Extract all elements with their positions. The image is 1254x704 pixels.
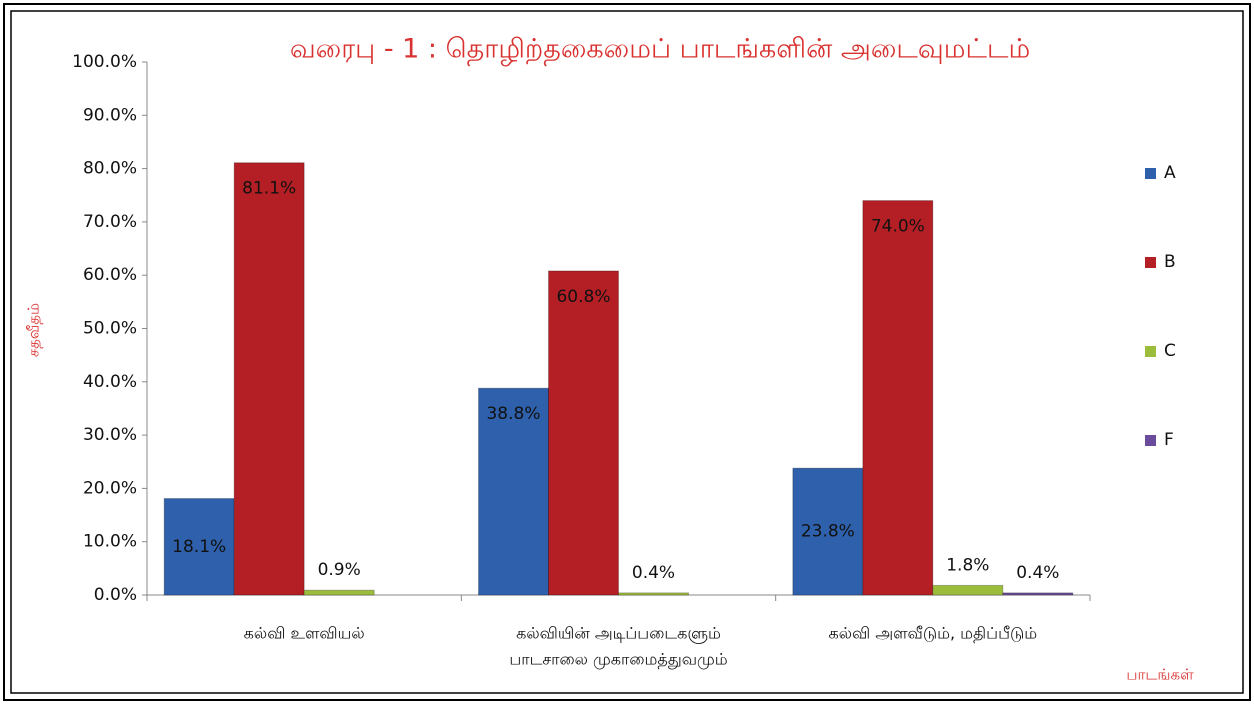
legend-label: A xyxy=(1164,163,1176,183)
value-label: 0.9% xyxy=(318,560,361,580)
value-label: 0.4% xyxy=(1016,563,1059,583)
y-axis-label: சதவீதம் xyxy=(25,303,43,357)
value-label: 81.1% xyxy=(242,179,296,199)
value-label: 23.8% xyxy=(801,522,855,542)
x-tick-label: கல்வியின் அடிப்படைகளும் xyxy=(516,624,721,644)
y-tick-label: 90.0% xyxy=(83,105,137,125)
bar xyxy=(618,592,689,596)
bar xyxy=(862,200,934,596)
bar xyxy=(1002,592,1074,596)
x-tick-label: கல்வி அளவீடும், மதிப்பீடும் xyxy=(829,624,1038,643)
legend-label: C xyxy=(1164,341,1176,361)
legend-swatch xyxy=(1145,346,1156,357)
value-label: 18.1% xyxy=(172,537,226,557)
bar xyxy=(303,589,375,596)
value-label: 60.8% xyxy=(556,287,610,307)
y-tick-label: 40.0% xyxy=(83,372,137,392)
y-tick-label: 30.0% xyxy=(83,425,137,445)
y-tick-label: 80.0% xyxy=(83,159,137,179)
y-tick-label: 60.0% xyxy=(83,265,137,285)
y-tick-label: 50.0% xyxy=(83,319,137,339)
bar xyxy=(233,162,305,596)
chart-title: வரைபு - 1 : தொழிற்தகைமைப் பாடங்களின் அடை… xyxy=(290,34,1030,67)
bar xyxy=(548,270,619,596)
legend-swatch xyxy=(1145,257,1156,268)
legend-swatch xyxy=(1145,168,1156,179)
x-axis-label: பாடங்கள் xyxy=(1126,666,1194,684)
y-tick-label: 70.0% xyxy=(83,212,137,232)
value-label: 1.8% xyxy=(946,555,989,575)
value-label: 0.4% xyxy=(632,563,675,583)
x-tick-label: பாடசாலை முகாமைத்துவமும் xyxy=(509,650,727,670)
x-tick-label: கல்வி உளவியல் xyxy=(244,624,365,643)
y-tick-label: 100.0% xyxy=(72,52,137,72)
y-tick-label: 20.0% xyxy=(83,478,137,498)
y-tick-label: 0.0% xyxy=(94,585,137,605)
bar xyxy=(478,387,549,596)
legend-swatch xyxy=(1145,435,1156,446)
y-tick-label: 10.0% xyxy=(83,532,137,552)
value-label: 74.0% xyxy=(871,217,925,237)
value-label: 38.8% xyxy=(486,404,540,424)
legend-label: F xyxy=(1164,430,1174,450)
bar xyxy=(932,584,1004,596)
inner-frame xyxy=(10,10,1244,694)
legend-label: B xyxy=(1164,252,1176,272)
outer-frame xyxy=(3,3,1251,701)
